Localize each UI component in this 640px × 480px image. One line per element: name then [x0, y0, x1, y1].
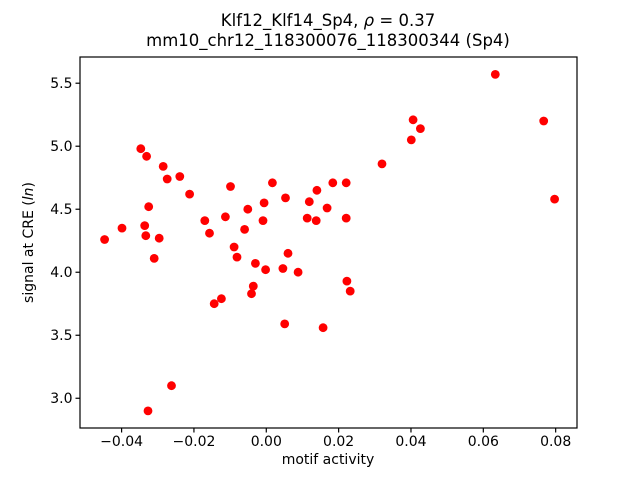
data-point [100, 235, 109, 244]
data-point [240, 225, 250, 234]
data-point [209, 299, 219, 309]
x-tick-label: 0.06 [468, 434, 499, 450]
data-point [268, 178, 277, 188]
data-point [217, 294, 226, 304]
data-point [221, 212, 230, 222]
data-point [342, 276, 352, 286]
data-point [248, 281, 258, 291]
data-point [185, 189, 195, 199]
title-gene-names: Klf12_Klf14_Sp4, [221, 11, 364, 31]
data-point [406, 135, 416, 145]
data-point [229, 242, 239, 252]
x-axis-label: motif activity [282, 452, 375, 468]
data-point [377, 159, 387, 169]
y-tick-label: 5.0 [50, 139, 72, 155]
data-point [226, 182, 235, 191]
chart-title-line1: Klf12_Klf14_Sp4, ρ = 0.37 [221, 11, 435, 31]
data-point [140, 221, 150, 231]
data-point [205, 228, 214, 238]
data-point [283, 248, 293, 258]
data-point [304, 197, 314, 207]
data-point [293, 267, 303, 277]
data-point [312, 185, 322, 195]
chart-title-line2: mm10_chr12_118300076_118300344 (Sp4) [146, 31, 510, 51]
x-tick-label: 0.08 [540, 434, 571, 450]
data-point [261, 265, 270, 275]
plot-frame [79, 56, 578, 429]
data-point [490, 70, 500, 79]
data-point [278, 264, 288, 273]
y-axis-label: signal at CRE (ln) [21, 182, 37, 303]
data-point [345, 286, 355, 296]
data-point [200, 216, 210, 226]
data-point [117, 223, 127, 233]
data-point [232, 252, 242, 262]
data-point [158, 162, 168, 171]
x-tick-label: 0.00 [251, 434, 282, 450]
data-point [322, 203, 332, 213]
rho-symbol: ρ [364, 11, 375, 30]
x-tick-label: 0.02 [323, 434, 354, 450]
data-point [341, 213, 351, 223]
data-point [550, 194, 559, 204]
y-tick-label: 4.5 [50, 202, 72, 218]
data-point [247, 289, 256, 299]
data-point [167, 381, 176, 391]
data-point [311, 216, 321, 226]
data-point [149, 254, 159, 263]
data-point [243, 204, 253, 214]
data-point [141, 231, 151, 241]
data-point [136, 144, 146, 154]
data-point [162, 174, 172, 184]
data-point [280, 319, 290, 329]
data-point [175, 172, 185, 181]
data-point [416, 124, 425, 133]
data-point [281, 193, 290, 203]
title-rho-value: = 0.37 [374, 11, 435, 30]
data-point [143, 406, 153, 416]
data-point [408, 115, 418, 125]
data-point [258, 216, 268, 226]
x-tick-label: −0.02 [172, 434, 215, 450]
data-point [302, 213, 312, 223]
data-point [341, 178, 351, 188]
x-axis-ticks: −0.04 −0.02 0.00 0.02 0.04 0.06 0.08 [100, 428, 571, 450]
x-tick-label: 0.04 [395, 434, 426, 450]
data-point [154, 233, 164, 243]
data-point [539, 116, 549, 126]
scatter-points [100, 70, 559, 416]
y-tick-label: 5.5 [50, 76, 72, 92]
data-point [142, 151, 152, 161]
x-tick-label: −0.04 [100, 434, 143, 450]
y-axis-ticks: 3.0 3.5 4.0 4.5 5.0 5.5 [50, 76, 80, 407]
data-point [259, 198, 269, 208]
y-tick-label: 3.0 [50, 391, 72, 407]
data-point [144, 202, 154, 212]
y-tick-label: 3.5 [50, 328, 72, 344]
data-point [318, 323, 328, 333]
y-tick-label: 4.0 [50, 265, 72, 281]
data-point [251, 259, 260, 268]
data-point [328, 178, 338, 188]
